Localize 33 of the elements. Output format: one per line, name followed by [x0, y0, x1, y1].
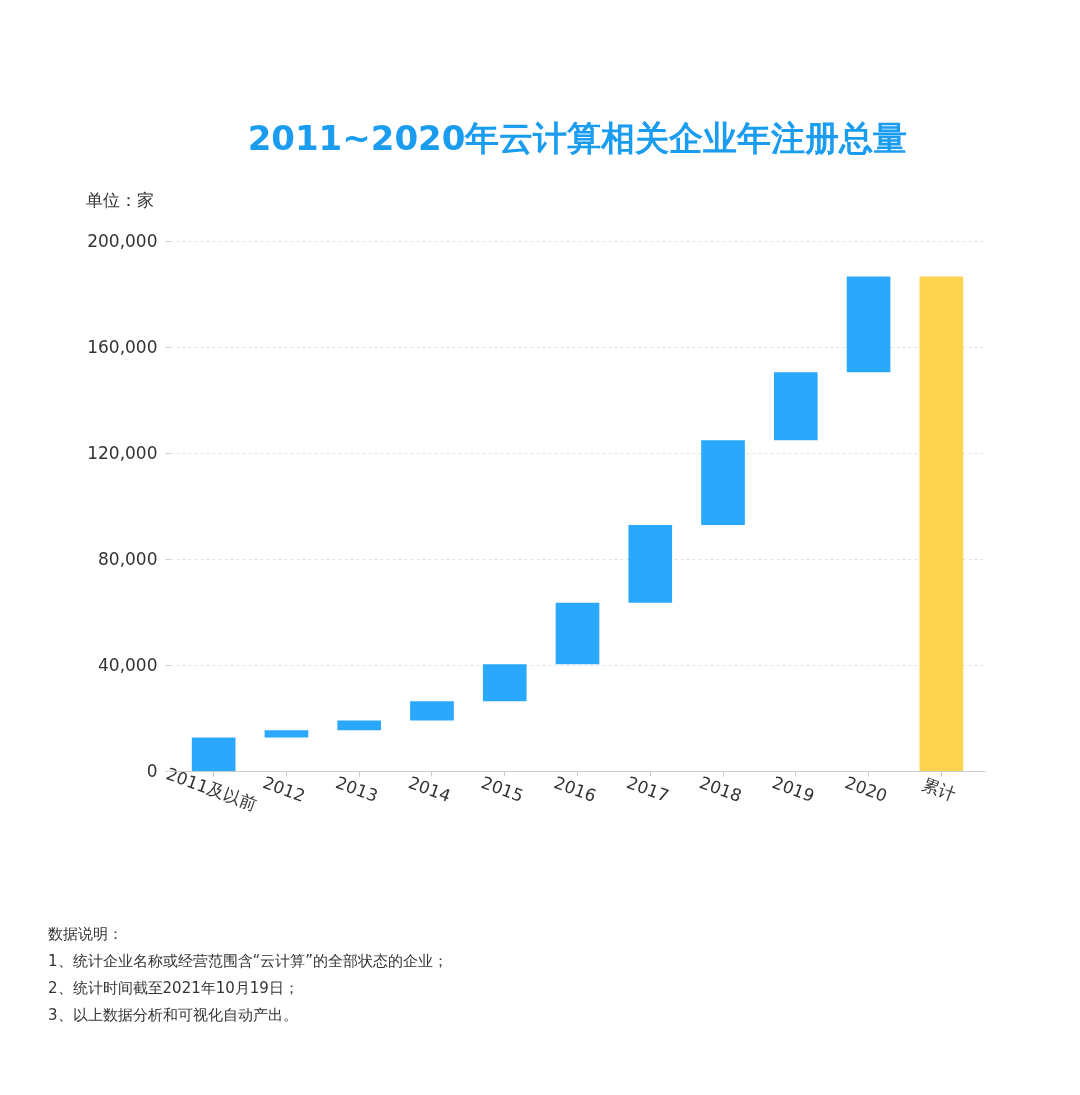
x-tick-label: 2013: [333, 772, 381, 806]
bar: [846, 276, 891, 373]
y-tick-label: 200,000: [87, 230, 158, 251]
bar: [555, 602, 600, 665]
x-tick-label: 2017: [624, 772, 672, 806]
x-tick-label: 2020: [842, 772, 890, 806]
x-tick-label: 2011及以前: [163, 763, 259, 815]
text: 3、以上数据分析和可视化自动产出。: [48, 1006, 298, 1024]
text: 2、统计时间截至2021年10月19日；: [48, 979, 299, 997]
x-tick-label: 2018: [696, 772, 745, 806]
y-tick-label: 160,000: [87, 336, 158, 357]
x-tick-label: 累计: [919, 773, 959, 805]
y-tick-label: 120,000: [87, 442, 158, 463]
bar: [628, 525, 673, 603]
x-tick-label: 2012: [260, 772, 308, 806]
y-tick-label: 80,000: [98, 548, 158, 569]
bar: [773, 372, 818, 441]
y-tick-label: 40,000: [98, 654, 158, 675]
y-axis-title: 单位：家: [85, 189, 154, 210]
text: 数据说明：: [48, 925, 123, 943]
text: 1、统计企业名称或经营范围含“云计算”的全部状态的企业；: [48, 952, 449, 970]
x-tick-label: 2019: [769, 772, 818, 806]
x-tick-label: 2014: [405, 772, 454, 806]
chart-title: 2011~2020年云计算相关企业年注册总量: [247, 118, 908, 158]
y-tick-label: 0: [146, 760, 158, 781]
bar: [410, 701, 454, 721]
bar: [482, 664, 527, 702]
x-tick-label: 2016: [551, 772, 599, 806]
bar: [919, 276, 964, 771]
bar: [264, 730, 309, 738]
x-tick-label: 2015: [478, 772, 527, 806]
bar: [337, 720, 382, 731]
bar: [701, 440, 745, 526]
